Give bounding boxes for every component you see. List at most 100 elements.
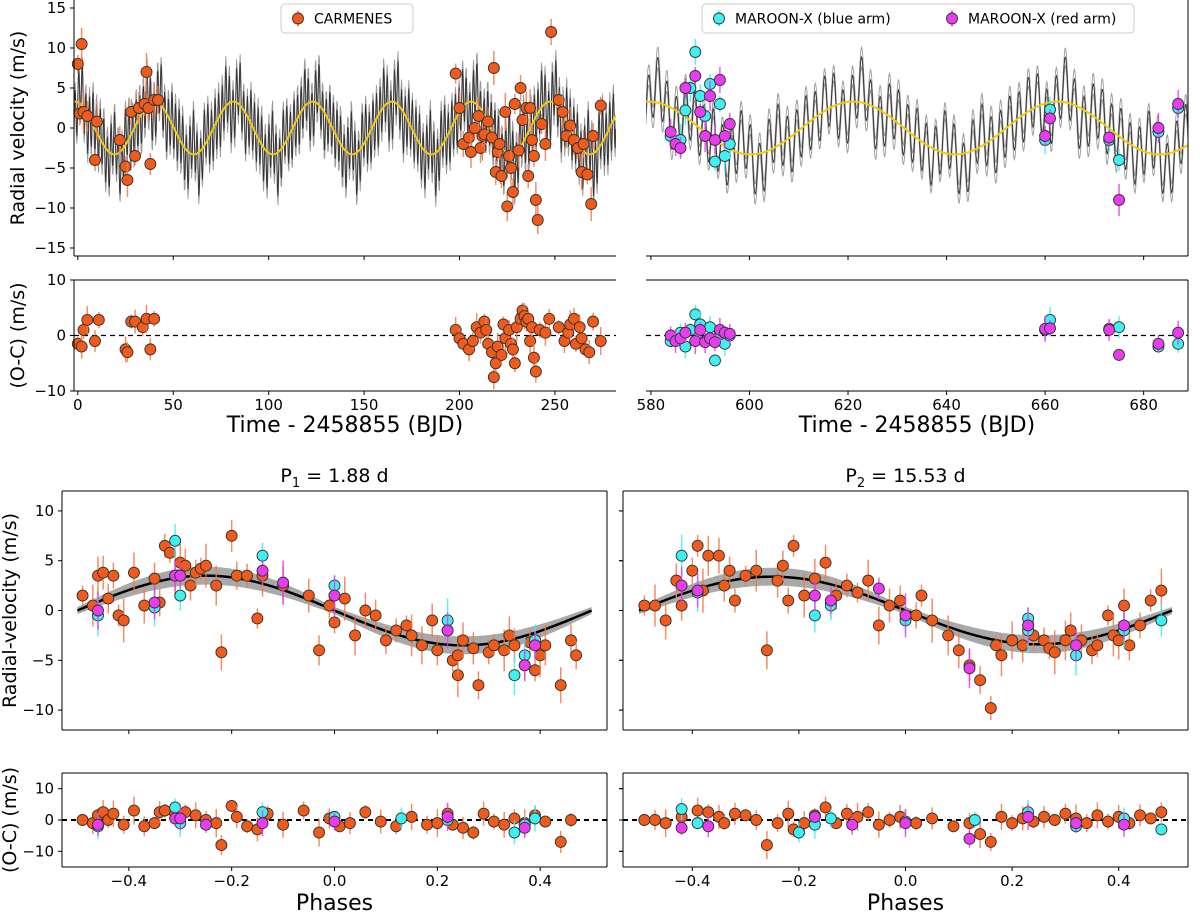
- maroonx-blue-point: [808, 609, 821, 622]
- legend-label: MAROON-X (red arm): [968, 12, 1116, 28]
- carmenes-point: [215, 839, 228, 852]
- carmenes-point: [771, 817, 784, 830]
- carmenes-point: [1059, 807, 1072, 820]
- maroonx-red-point: [963, 832, 976, 845]
- maroonx-blue-point: [694, 90, 707, 102]
- x-tick-label: 0: [73, 396, 83, 414]
- carmenes-point: [200, 559, 212, 572]
- carmenes-point: [862, 806, 875, 819]
- carmenes-point: [984, 835, 997, 848]
- maroonx-red-point: [679, 82, 692, 94]
- carmenes-point: [467, 642, 480, 655]
- maroonx-blue-point: [169, 801, 182, 814]
- maroonx-red-point: [899, 609, 912, 622]
- carmenes-point: [148, 572, 161, 585]
- x-tick-label: 0.2: [425, 872, 449, 890]
- rv_time_right-model: [646, 45, 1188, 205]
- carmenes-point: [230, 810, 243, 823]
- maroonx-red-point: [1022, 619, 1035, 632]
- carmenes-point: [210, 579, 223, 592]
- carmenes-point: [1102, 815, 1114, 828]
- carmenes-point: [328, 616, 341, 629]
- carmenes-point: [117, 818, 130, 831]
- carmenes-point: [503, 629, 516, 642]
- maroonx-red-point: [1039, 130, 1052, 142]
- title-subscript: 2: [857, 476, 865, 491]
- carmenes-point: [498, 818, 511, 831]
- carmenes-point: [241, 820, 254, 833]
- carmenes-point: [750, 814, 763, 826]
- carmenes-point: [184, 579, 197, 592]
- panel-title: P1 = 1.88 d: [280, 465, 388, 491]
- carmenes-point: [554, 679, 567, 692]
- carmenes-point: [374, 815, 387, 828]
- carmenes-point: [659, 614, 672, 627]
- maroonx-blue-point: [529, 812, 541, 825]
- maroonx-red-point: [723, 327, 736, 340]
- maroonx-red-point: [704, 90, 717, 102]
- carmenes-point: [1102, 609, 1114, 622]
- carmenes-point: [577, 138, 590, 150]
- carmenes-point: [974, 828, 987, 841]
- x-axis-label: Phases: [867, 891, 944, 913]
- maroonx-blue-point: [709, 354, 721, 367]
- carmenes-point: [486, 131, 498, 144]
- carmenes-point: [89, 154, 101, 166]
- carmenes-point: [712, 549, 725, 562]
- y-tick-label: 10: [47, 39, 66, 57]
- carmenes-point: [872, 619, 885, 632]
- maroonx-red-point: [328, 815, 341, 828]
- carmenes-point: [1080, 817, 1093, 830]
- carmenes-point: [107, 807, 120, 820]
- maroonx-red-point: [963, 662, 976, 675]
- maroonx-blue-point: [718, 150, 731, 162]
- carmenes-point: [498, 644, 511, 657]
- carmenes-point: [581, 168, 594, 181]
- carmenes-point: [649, 814, 661, 826]
- carmenes-point: [323, 599, 336, 612]
- carmenes-point: [782, 594, 795, 607]
- x-tick-label: 0.0: [894, 872, 918, 890]
- maroonx-red-point: [709, 336, 721, 349]
- carmenes-point: [487, 815, 500, 828]
- carmenes-point: [739, 569, 752, 582]
- carmenes-point: [529, 664, 541, 677]
- carmenes-point: [313, 826, 326, 839]
- carmenes-point: [526, 134, 538, 146]
- carmenes-point: [750, 564, 763, 577]
- maroonx-blue-point: [709, 155, 721, 168]
- y-tick-label: −5: [44, 159, 66, 177]
- maroonx-red-point: [518, 821, 531, 834]
- y-tick-label: −10: [34, 382, 66, 400]
- rv_time_left-points: [71, 19, 607, 234]
- carmenes-point: [1112, 634, 1125, 647]
- legend: CARMENES: [280, 3, 414, 34]
- x-tick-label: −0.4: [674, 872, 710, 890]
- carmenes-point: [691, 539, 704, 552]
- carmenes-point: [210, 817, 223, 830]
- title-value: = 15.53 d: [865, 465, 966, 487]
- x-tick-label: 600: [735, 396, 764, 414]
- legend-frame: [280, 3, 414, 34]
- maroonx-red-point: [200, 818, 212, 831]
- carmenes-point: [1091, 639, 1104, 652]
- maroonx-red-legend-marker: [946, 12, 958, 25]
- carmenes-point: [723, 564, 736, 577]
- rv_time_right-axes: [646, 0, 1189, 257]
- maroonx-red-point: [679, 326, 692, 339]
- x-tick-label: 150: [350, 396, 379, 414]
- x-tick-label: −0.4: [111, 872, 147, 890]
- carmenes-point: [503, 150, 516, 162]
- carmenes-point: [534, 649, 547, 662]
- carmenes-point: [512, 144, 525, 157]
- carmenes-point: [573, 321, 586, 334]
- carmenes-point: [819, 556, 832, 569]
- x-tick-label: 660: [1031, 396, 1060, 414]
- carmenes-point: [508, 98, 521, 110]
- carmenes-point: [587, 315, 600, 328]
- carmenes-point: [1059, 634, 1072, 647]
- resid_phase_p1-points: [76, 796, 577, 856]
- carmenes-point: [1155, 806, 1168, 819]
- carmenes-point: [524, 335, 537, 347]
- carmenes-point: [189, 809, 202, 822]
